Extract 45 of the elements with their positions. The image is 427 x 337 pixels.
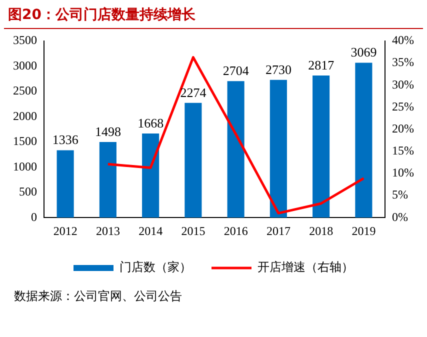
bar (99, 142, 116, 218)
y-tick-label: 3500 (13, 33, 37, 48)
y-tick-label: 1000 (13, 159, 37, 174)
data-label: 2274 (180, 84, 207, 100)
y2-tick-label: 20% (392, 121, 414, 136)
data-label: 1336 (52, 132, 79, 148)
x-tick-label: 2017 (266, 224, 290, 238)
y-tick-label: 500 (19, 184, 37, 199)
data-label: 2704 (222, 63, 250, 78)
x-tick-label: 2015 (181, 224, 206, 238)
x-tick-label: 2014 (138, 224, 163, 238)
source-note: 数据来源：公司官网、公司公告 (13, 288, 183, 305)
x-tick-label: 2013 (96, 224, 120, 238)
x-tick-label: 2018 (309, 224, 334, 238)
y2-tick-label: 5% (392, 188, 408, 202)
bar (270, 80, 287, 218)
y2-tick-label: 0% (392, 210, 408, 224)
y2-tick-label: 35% (392, 55, 414, 70)
y2-tick-label: 30% (392, 77, 414, 92)
x-tick-label: 2012 (53, 224, 78, 238)
y-tick-label: 3000 (13, 58, 37, 72)
bar (184, 102, 202, 218)
y2-tick-label: 25% (392, 99, 414, 114)
y-tick-label: 2500 (13, 84, 37, 98)
x-tick-label: 2019 (352, 224, 376, 238)
y-tick-label: 1500 (13, 134, 37, 148)
chart-title: 图20：公司门店数量持续增长 (4, 0, 423, 29)
bar (355, 62, 372, 218)
y2-tick-label: 15% (392, 144, 414, 158)
y-tick-label: 0 (31, 210, 37, 224)
x-tick-label: 2016 (224, 224, 248, 238)
bar (227, 81, 244, 218)
legend-label: 开店增速（右轴） (258, 260, 354, 274)
data-label: 1668 (138, 115, 164, 130)
y2-tick-label: 40% (392, 33, 414, 48)
bar (56, 150, 74, 218)
data-label: 2817 (308, 57, 335, 72)
data-label: 3069 (350, 44, 377, 60)
legend-label: 门店数（家） (120, 260, 192, 274)
data-label: 2730 (265, 62, 292, 77)
bar (142, 133, 160, 218)
data-label: 1498 (94, 124, 121, 139)
bar (312, 75, 330, 218)
y2-tick-label: 10% (392, 166, 414, 180)
y-tick-label: 2000 (13, 108, 37, 123)
